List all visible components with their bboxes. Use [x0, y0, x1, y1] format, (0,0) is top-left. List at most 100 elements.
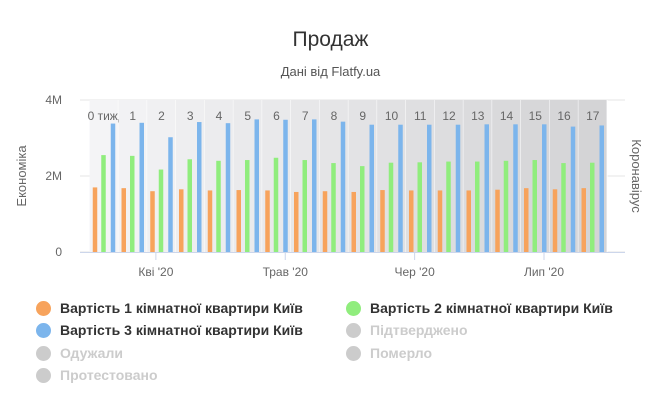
y-axis-title: Економіка: [14, 145, 29, 207]
bar: [216, 160, 221, 252]
bar: [437, 190, 443, 252]
bar: [245, 160, 250, 252]
x-tick-label: Кві '20: [138, 265, 173, 279]
week-band-label: 6: [273, 109, 280, 123]
bar: [322, 191, 328, 252]
week-band-label: 16: [557, 109, 571, 123]
legend-item[interactable]: Протестовано: [36, 367, 158, 383]
bar: [121, 188, 126, 252]
bar: [409, 190, 414, 252]
bar: [466, 190, 471, 252]
bar: [542, 124, 547, 252]
chart-subtitle: Дані від Flatfy.ua: [280, 64, 381, 79]
bar: [158, 169, 164, 252]
legend-label: Вартість 1 кімнатної квартири Київ: [60, 300, 303, 316]
week-band-label: 9: [359, 109, 366, 123]
week-band-label: 10: [385, 109, 399, 123]
bar: [265, 190, 270, 252]
legend-label: Вартість 2 кімнатної квартири Київ: [370, 300, 613, 316]
legend-item[interactable]: Вартість 3 кімнатної квартири Київ: [36, 322, 303, 338]
bar: [236, 190, 241, 252]
bar: [130, 155, 135, 252]
bar: [101, 155, 106, 252]
bar: [207, 190, 213, 252]
bar: [446, 161, 451, 252]
week-band-label: 4: [216, 109, 223, 123]
bar: [495, 189, 500, 252]
bar: [273, 157, 279, 252]
week-band-label: 2: [158, 109, 165, 123]
bar: [197, 122, 202, 252]
bar: [388, 162, 394, 252]
bar: [302, 160, 307, 252]
bar: [312, 119, 317, 252]
bar: [110, 123, 116, 252]
bar: [398, 124, 403, 252]
bar: [331, 163, 336, 252]
y-tick-label: 2M: [45, 169, 62, 183]
legend-marker-icon: [346, 300, 361, 316]
week-band-label: 7: [302, 109, 309, 123]
week-band-label: 5: [244, 109, 251, 123]
bar: [360, 166, 365, 252]
x-tick-label: Чер '20: [394, 265, 435, 279]
x-tick-label: Лип '20: [524, 265, 564, 279]
legend-item[interactable]: Підтверджено: [346, 322, 468, 338]
legend-label: Підтверджено: [370, 322, 468, 338]
bar: [581, 188, 586, 252]
week-band-label: 15: [529, 109, 543, 123]
bar: [187, 159, 192, 252]
legend-marker-icon: [36, 300, 51, 316]
y-tick-label: 0: [55, 245, 62, 259]
week-band-label: 11: [414, 109, 427, 123]
legend-marker-icon: [36, 345, 51, 361]
bar: [168, 137, 173, 252]
bar: [513, 124, 518, 252]
bar: [599, 125, 604, 252]
bar: [561, 163, 566, 252]
legend-marker-icon: [36, 367, 51, 383]
bar: [369, 124, 374, 252]
legend-label: Вартість 3 кімнатної квартири Київ: [60, 322, 303, 338]
week-band-label: 8: [331, 109, 338, 123]
bar: [590, 162, 595, 252]
legend-marker-icon: [346, 322, 361, 338]
bar: [150, 191, 155, 252]
bar: [503, 160, 509, 252]
bar: [92, 187, 98, 252]
legend-item[interactable]: Померло: [346, 345, 432, 361]
bar: [524, 188, 529, 252]
legend-marker-icon: [36, 322, 51, 338]
bar: [484, 124, 489, 252]
legend-item[interactable]: Вартість 1 кімнатної квартири Київ: [36, 300, 303, 316]
bar: [532, 160, 537, 252]
bar: [417, 162, 422, 252]
bar: [351, 191, 356, 252]
legend-item[interactable]: Вартість 2 кімнатної квартири Київ: [346, 300, 613, 316]
y-tick-label: 4M: [45, 93, 62, 107]
legend-item[interactable]: Одужали: [36, 345, 123, 361]
bar: [552, 189, 558, 252]
week-band-label: 1: [129, 109, 136, 123]
bar: [340, 121, 346, 252]
bar: [380, 190, 385, 252]
bar: [179, 189, 184, 252]
week-band-label: 13: [471, 109, 485, 123]
legend-marker-icon: [346, 345, 361, 361]
legend-label: Померло: [370, 345, 433, 361]
bar: [283, 119, 288, 252]
x-tick-label: Трав '20: [263, 265, 309, 279]
bar: [225, 123, 231, 253]
week-band-label: 12: [442, 109, 456, 123]
bar: [139, 122, 144, 252]
bar: [455, 124, 461, 252]
bar: [570, 126, 576, 252]
bar: [254, 119, 259, 252]
week-band-label: 17: [586, 109, 600, 123]
week-band-label: 3: [187, 109, 194, 123]
y-axis-title-right: Коронавірус: [629, 139, 644, 213]
bar: [427, 124, 432, 252]
bar: [475, 161, 480, 252]
legend-label: Протестовано: [60, 367, 158, 383]
